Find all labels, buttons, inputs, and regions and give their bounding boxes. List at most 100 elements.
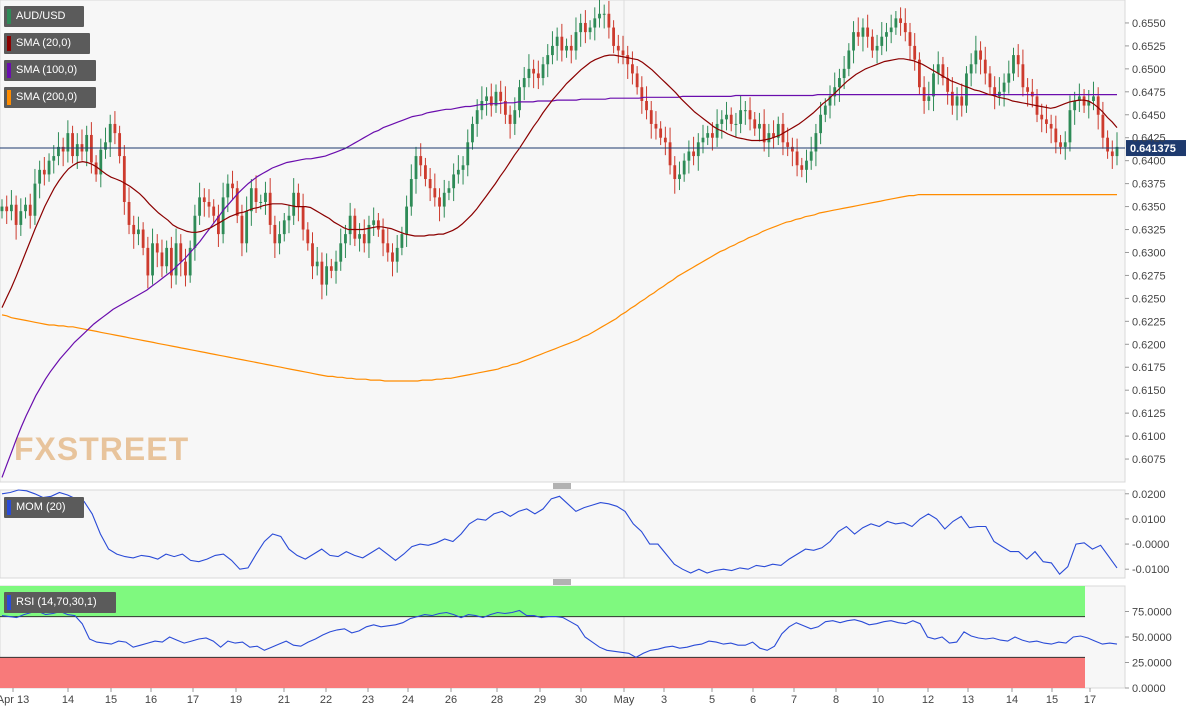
candle: [264, 181, 267, 215]
candle-body: [663, 137, 667, 143]
candle: [847, 43, 851, 77]
candle: [358, 223, 361, 252]
candle: [682, 153, 686, 182]
candle-body: [659, 128, 663, 138]
candle-body: [348, 215, 352, 235]
x-tick-label: 19: [230, 694, 242, 706]
candle-body: [706, 133, 710, 138]
sma20-line: [1, 54, 1118, 308]
main-y-tick-label: 0.6375: [1132, 179, 1166, 191]
candle-body: [141, 229, 145, 248]
candle-body: [969, 64, 973, 74]
candle: [663, 126, 667, 156]
candle-body: [739, 110, 743, 124]
candle: [188, 240, 192, 283]
candle: [137, 216, 140, 246]
candle-body: [489, 96, 493, 106]
candle-body: [169, 247, 173, 276]
candle-body: [513, 110, 517, 124]
candle: [946, 67, 950, 105]
candle-body: [1049, 123, 1053, 129]
candle-body: [790, 146, 794, 152]
candle: [776, 116, 780, 146]
candle-body: [122, 156, 126, 202]
candle: [1026, 78, 1030, 107]
candle: [640, 76, 644, 114]
candle: [282, 212, 286, 242]
candle-body: [452, 174, 456, 189]
candle: [424, 157, 427, 187]
panel-resize-handle[interactable]: [553, 483, 571, 489]
candle: [786, 127, 790, 157]
x-tick-label: 3: [661, 694, 667, 706]
candle: [1059, 134, 1062, 155]
candle-body: [715, 123, 719, 138]
candle: [1007, 60, 1011, 94]
candle-body: [75, 144, 79, 157]
candle: [1054, 115, 1058, 154]
candle-body: [616, 45, 620, 51]
x-tick-label: 23: [362, 694, 374, 706]
last-price-label: 0.641375: [1130, 143, 1176, 155]
candle: [621, 35, 625, 65]
candle-body: [108, 123, 112, 143]
candle: [485, 87, 488, 116]
candle-body: [273, 224, 277, 244]
candle: [1049, 114, 1053, 144]
candle: [974, 35, 978, 74]
candle: [141, 222, 145, 256]
candle-body: [278, 234, 281, 244]
candle: [598, 0, 601, 28]
candle-body: [875, 45, 879, 51]
rsi-y-tick-label: 0.0000: [1132, 683, 1166, 695]
candle-body: [38, 169, 42, 184]
mom-line: [1, 489, 1118, 576]
candle-body: [19, 211, 23, 225]
x-tick-label: 28: [491, 694, 503, 706]
candle-body: [405, 206, 409, 235]
candle-body: [28, 204, 32, 216]
x-tick-label: 14: [1006, 694, 1018, 706]
candle-body: [485, 96, 488, 101]
x-tick-label: 15: [105, 694, 117, 706]
candle-body: [33, 183, 37, 216]
candle: [1077, 83, 1081, 113]
candle: [217, 204, 220, 247]
candle-body: [903, 22, 907, 33]
candle: [33, 168, 37, 225]
candle: [334, 250, 338, 284]
panel-resize-handle[interactable]: [553, 579, 571, 585]
x-tick-label: 29: [534, 694, 546, 706]
candle-body: [466, 142, 470, 166]
candle: [885, 22, 888, 52]
x-tick-label: May: [614, 694, 635, 706]
candle-body: [292, 192, 296, 216]
candle-body: [725, 114, 728, 120]
candle-body: [847, 50, 851, 69]
candle: [325, 253, 329, 296]
candle-body: [993, 87, 997, 97]
candle: [127, 187, 131, 235]
candle-body: [184, 261, 187, 276]
candle: [583, 10, 587, 44]
candle-body: [235, 188, 239, 216]
candle: [866, 14, 870, 48]
candle-body: [395, 247, 399, 262]
candle: [988, 66, 992, 95]
candle-body: [1115, 146, 1119, 157]
candle-body: [579, 22, 583, 33]
candle: [631, 51, 634, 85]
candle-body: [560, 36, 564, 51]
candle-body: [179, 243, 183, 262]
candle: [993, 76, 997, 110]
candle: [461, 156, 465, 185]
candle-body: [127, 201, 131, 225]
candle-body: [852, 32, 855, 51]
candle-body: [320, 261, 324, 285]
candle-body: [870, 36, 874, 51]
candle-body: [988, 73, 992, 88]
main-y-tick-label: 0.6125: [1132, 408, 1166, 420]
candle: [419, 143, 423, 177]
legend-mom: MOM (20): [4, 497, 84, 518]
candle: [499, 80, 503, 114]
